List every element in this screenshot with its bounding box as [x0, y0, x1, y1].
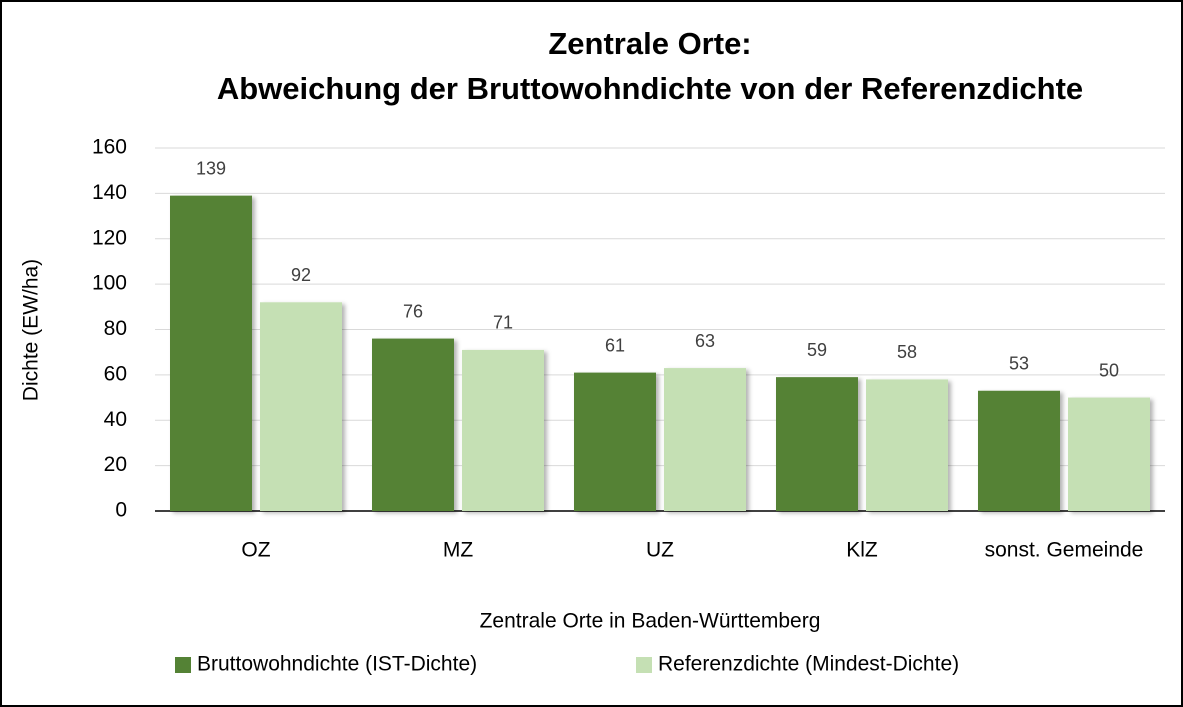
bar — [462, 349, 544, 511]
x-tick-label: MZ — [443, 539, 473, 562]
x-tick-label: OZ — [241, 539, 270, 562]
bar — [664, 368, 746, 511]
value-label: 58 — [897, 342, 917, 362]
value-label: 61 — [605, 335, 625, 355]
chart-title: Abweichung der Bruttowohndichte von der … — [217, 71, 1083, 106]
bar — [372, 338, 454, 511]
y-tick-label: 80 — [104, 317, 127, 340]
bar — [978, 390, 1060, 511]
bar — [170, 195, 252, 512]
x-tick-label: KlZ — [846, 539, 878, 562]
y-tick-label: 140 — [92, 181, 127, 204]
bar — [260, 302, 342, 511]
legend-swatch — [636, 657, 652, 673]
y-tick-label: 120 — [92, 226, 127, 249]
value-label: 76 — [403, 301, 423, 321]
y-tick-label: 160 — [92, 136, 127, 159]
y-axis-title: Dichte (EW/ha) — [20, 259, 43, 401]
x-tick-label: sonst. Gemeinde — [985, 539, 1144, 562]
bar — [776, 377, 858, 511]
bar — [1068, 397, 1150, 511]
value-label: 53 — [1009, 354, 1029, 374]
chart-title: Zentrale Orte: — [548, 26, 751, 61]
y-tick-label: 20 — [104, 453, 127, 476]
legend-label: Bruttowohndichte (IST-Dichte) — [197, 653, 477, 676]
x-tick-label: UZ — [646, 539, 674, 562]
bar — [574, 372, 656, 511]
bar — [866, 379, 948, 511]
value-label: 71 — [493, 313, 513, 333]
y-tick-label: 0 — [115, 499, 127, 522]
x-axis-title: Zentrale Orte in Baden-Württemberg — [480, 610, 821, 633]
value-label: 50 — [1099, 360, 1119, 380]
y-tick-label: 100 — [92, 272, 127, 295]
value-label: 59 — [807, 340, 827, 360]
legend-label: Referenzdichte (Mindest-Dichte) — [658, 653, 959, 676]
value-label: 92 — [291, 265, 311, 285]
value-label: 63 — [695, 331, 715, 351]
legend-swatch — [175, 657, 191, 673]
y-tick-label: 40 — [104, 408, 127, 431]
value-label: 139 — [196, 158, 226, 178]
y-tick-label: 60 — [104, 362, 127, 385]
